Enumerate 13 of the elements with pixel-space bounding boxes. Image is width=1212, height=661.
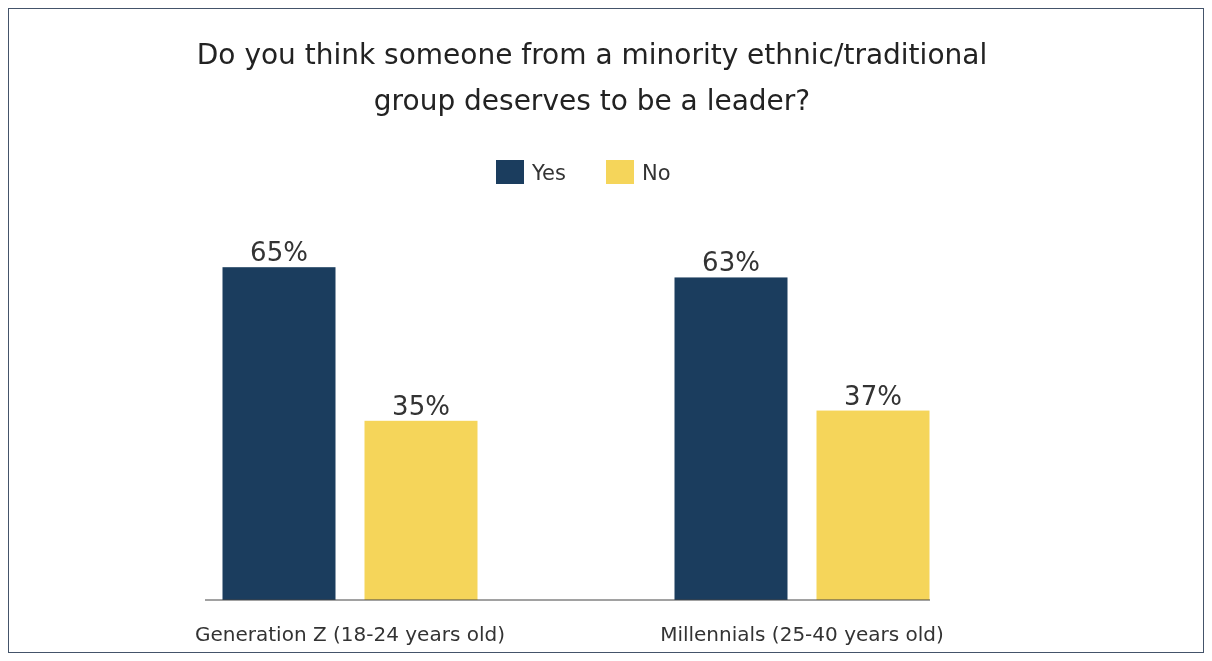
data-label: 37% bbox=[844, 380, 902, 411]
legend-label: Yes bbox=[531, 161, 566, 185]
legend-label: No bbox=[642, 161, 671, 185]
x-tick-label: Millennials (25-40 years old) bbox=[660, 622, 944, 646]
x-tick-label: Generation Z (18-24 years old) bbox=[195, 622, 505, 646]
chart-title: Do you think someone from a minority ethnic/traditional group deserves to be a leader? bbox=[196, 38, 988, 117]
bar bbox=[674, 277, 788, 600]
bar bbox=[222, 267, 336, 600]
data-label: 65% bbox=[250, 237, 308, 268]
bar bbox=[364, 420, 478, 600]
data-label: 63% bbox=[702, 247, 760, 278]
data-label: 35% bbox=[392, 390, 450, 421]
bar bbox=[816, 410, 930, 600]
